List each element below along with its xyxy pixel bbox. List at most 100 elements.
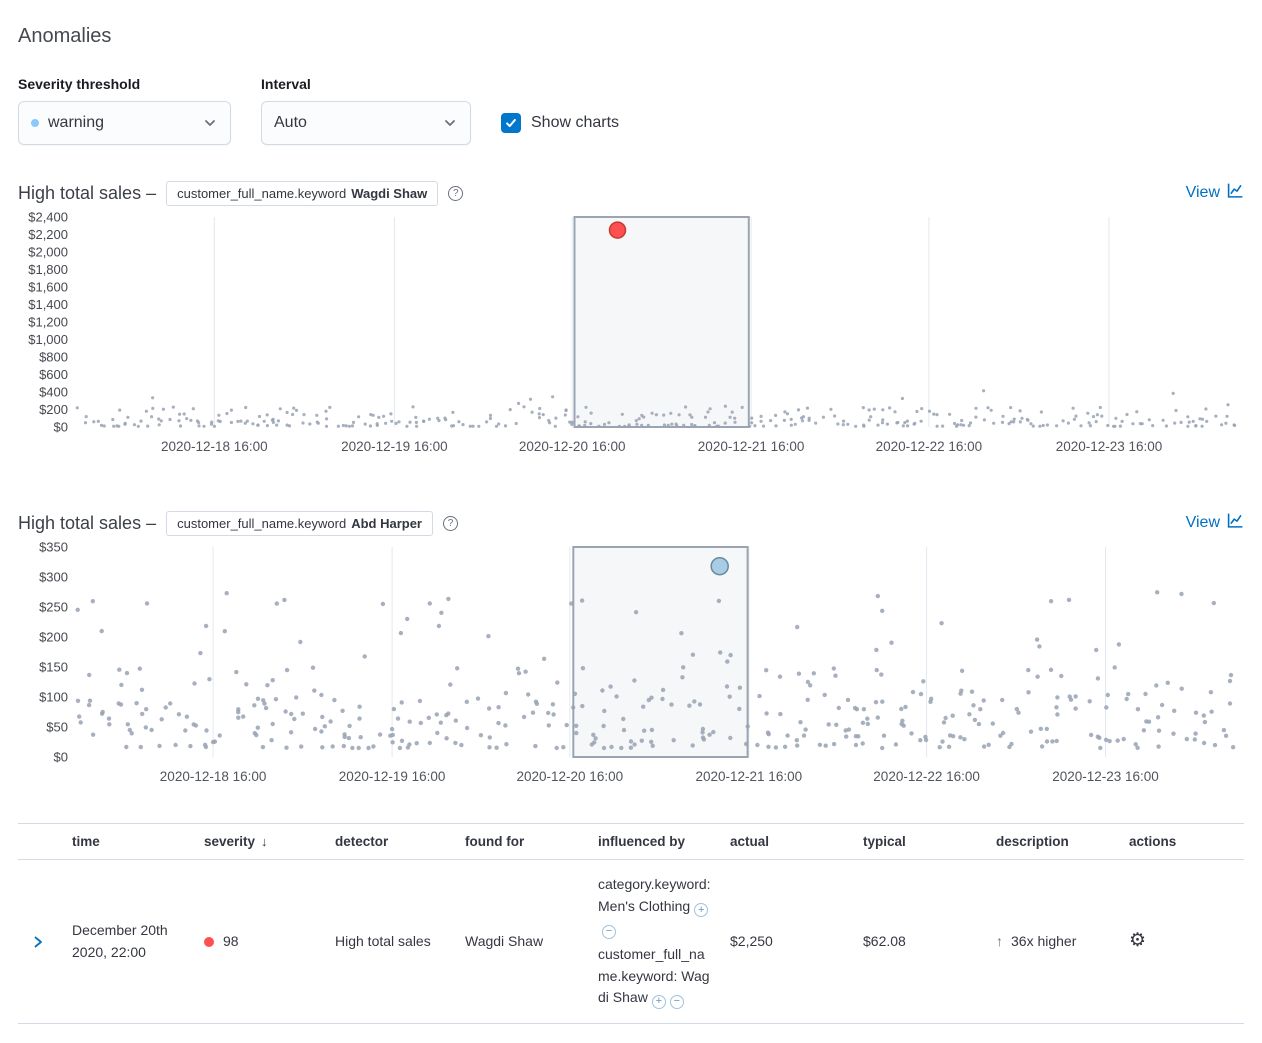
influenced-by-cell: category.keyword: Men's Clothing +− custo… — [590, 859, 722, 1025]
column-header-detector[interactable]: detector — [327, 823, 457, 860]
svg-text:$200: $200 — [39, 402, 68, 417]
show-charts-label: Show charts — [531, 114, 620, 131]
chevron-down-icon — [202, 115, 218, 131]
chart-title: High total sales – — [18, 512, 157, 533]
severity-score: 98 — [223, 932, 239, 949]
entity-field: customer_full_name.keyword — [177, 185, 347, 201]
svg-text:$600: $600 — [39, 367, 68, 382]
expand-column-header — [18, 823, 64, 860]
svg-text:2020-12-21 16:00: 2020-12-21 16:00 — [698, 439, 805, 454]
severity-threshold-value: warning — [48, 114, 105, 131]
checkbox-check-icon — [501, 113, 521, 133]
svg-text:$1,000: $1,000 — [28, 332, 68, 347]
expand-row-button[interactable] — [26, 930, 50, 954]
actual-cell: $2,250 — [722, 859, 855, 1025]
view-link[interactable]: View — [1186, 182, 1244, 204]
view-link[interactable]: View — [1186, 512, 1244, 534]
found-for-cell: Wagdi Shaw — [457, 859, 590, 1025]
column-header-severity[interactable]: severity ↓ — [196, 823, 327, 860]
svg-text:$1,400: $1,400 — [28, 297, 68, 312]
description-text: 36x higher — [1011, 932, 1077, 949]
anomaly-scatter-chart[interactable]: 2020-12-18 16:00 2020-12-19 16:00 2020-12-… — [18, 541, 1244, 787]
filter-out-icon[interactable]: − — [669, 994, 684, 1009]
column-header-description[interactable]: description — [988, 823, 1121, 860]
actions-cell: ⚙ — [1121, 859, 1244, 1025]
svg-text:2020-12-22 16:00: 2020-12-22 16:00 — [873, 769, 980, 784]
svg-text:$2,000: $2,000 — [28, 245, 68, 260]
severity-threshold-control: Severity threshold warning — [18, 76, 231, 145]
entity-field: customer_full_name.keyword — [177, 515, 347, 531]
detector-cell: High total sales — [327, 859, 457, 1025]
chart-header: High total sales – customer_full_name.ke… — [18, 509, 1244, 537]
svg-text:2020-12-22 16:00: 2020-12-22 16:00 — [876, 439, 983, 454]
gear-icon[interactable]: ⚙ — [1129, 929, 1147, 951]
svg-text:$50: $50 — [46, 720, 68, 735]
svg-text:$1,200: $1,200 — [28, 315, 68, 330]
influencer-item: customer_full_name.keyword: Wagdi Shaw + − — [598, 946, 710, 1009]
svg-text:$200: $200 — [39, 630, 68, 645]
svg-text:$1,800: $1,800 — [28, 262, 68, 277]
svg-text:$300: $300 — [39, 570, 68, 585]
svg-text:2020-12-20 16:00: 2020-12-20 16:00 — [517, 769, 624, 784]
column-header-actual[interactable]: actual — [722, 823, 855, 860]
view-label: View — [1185, 514, 1220, 531]
show-charts-checkbox[interactable]: Show charts — [501, 101, 619, 145]
typical-cell: $62.08 — [855, 859, 988, 1025]
chart-title: High total sales – — [18, 182, 157, 203]
svg-text:$800: $800 — [39, 350, 68, 365]
interval-label: Interval — [261, 76, 311, 92]
filter-out-icon[interactable]: − — [602, 924, 616, 939]
svg-text:2020-12-19 16:00: 2020-12-19 16:00 — [341, 439, 448, 454]
influencer-item: category.keyword: Men's Clothing +− — [598, 876, 711, 939]
svg-text:$2,200: $2,200 — [28, 227, 68, 242]
column-header-found-for[interactable]: found for — [457, 823, 590, 860]
page-title: Anomalies — [18, 25, 112, 47]
severity-threshold-select[interactable]: warning — [18, 101, 231, 145]
svg-text:$1,600: $1,600 — [28, 280, 68, 295]
svg-text:2020-12-21 16:00: 2020-12-21 16:00 — [696, 769, 803, 784]
svg-text:2020-12-23 16:00: 2020-12-23 16:00 — [1056, 439, 1163, 454]
severity-threshold-label: Severity threshold — [18, 76, 141, 92]
controls-row: Severity threshold warning Interval Auto — [18, 76, 1244, 145]
severity-cell: 98 — [196, 859, 327, 1025]
interval-control: Interval Auto — [261, 76, 471, 145]
entity-value: Abd Harper — [351, 515, 422, 531]
anomalies-table: time severity ↓ detector found for influe… — [18, 823, 1244, 1025]
help-icon[interactable]: ? — [448, 185, 464, 201]
svg-text:$350: $350 — [39, 541, 68, 555]
table-header-row: time severity ↓ detector found for influe… — [18, 823, 1244, 860]
view-label: View — [1185, 184, 1220, 201]
warning-severity-dot-icon — [31, 119, 39, 127]
view-chart-icon — [1227, 512, 1244, 534]
chevron-down-icon — [442, 115, 458, 131]
critical-severity-dot-icon — [204, 936, 214, 947]
description-cell: ↑ 36x higher — [988, 859, 1121, 1025]
svg-text:$2,400: $2,400 — [28, 211, 68, 225]
entity-badge: customer_full_name.keyword Wagdi Shaw — [166, 180, 439, 206]
svg-text:2020-12-20 16:00: 2020-12-20 16:00 — [519, 439, 626, 454]
svg-text:2020-12-23 16:00: 2020-12-23 16:00 — [1052, 769, 1159, 784]
anomaly-scatter-chart[interactable]: 2020-12-18 16:00 2020-12-19 16:00 2020-12-… — [18, 211, 1244, 457]
time-cell: December 20th 2020, 22:00 — [64, 859, 196, 1025]
column-header-typical[interactable]: typical — [855, 823, 988, 860]
svg-text:$100: $100 — [39, 690, 68, 705]
svg-text:$0: $0 — [54, 420, 68, 435]
interval-value: Auto — [274, 114, 307, 131]
help-icon[interactable]: ? — [442, 515, 458, 531]
column-header-influenced-by[interactable]: influenced by — [590, 823, 722, 860]
svg-text:2020-12-18 16:00: 2020-12-18 16:00 — [160, 769, 267, 784]
svg-text:$400: $400 — [39, 385, 68, 400]
table-row: December 20th 2020, 22:00 98 High total … — [18, 859, 1244, 1025]
svg-text:2020-12-19 16:00: 2020-12-19 16:00 — [339, 769, 446, 784]
column-header-time[interactable]: time — [64, 823, 196, 860]
filter-for-icon[interactable]: + — [651, 994, 666, 1009]
arrow-up-icon: ↑ — [996, 932, 1003, 949]
svg-text:$150: $150 — [39, 660, 68, 675]
filter-for-icon[interactable]: + — [694, 903, 709, 918]
svg-text:$250: $250 — [39, 600, 68, 615]
interval-select[interactable]: Auto — [261, 101, 471, 145]
column-header-actions: actions — [1121, 823, 1244, 860]
sort-desc-icon: ↓ — [261, 834, 268, 849]
view-chart-icon — [1227, 182, 1244, 204]
